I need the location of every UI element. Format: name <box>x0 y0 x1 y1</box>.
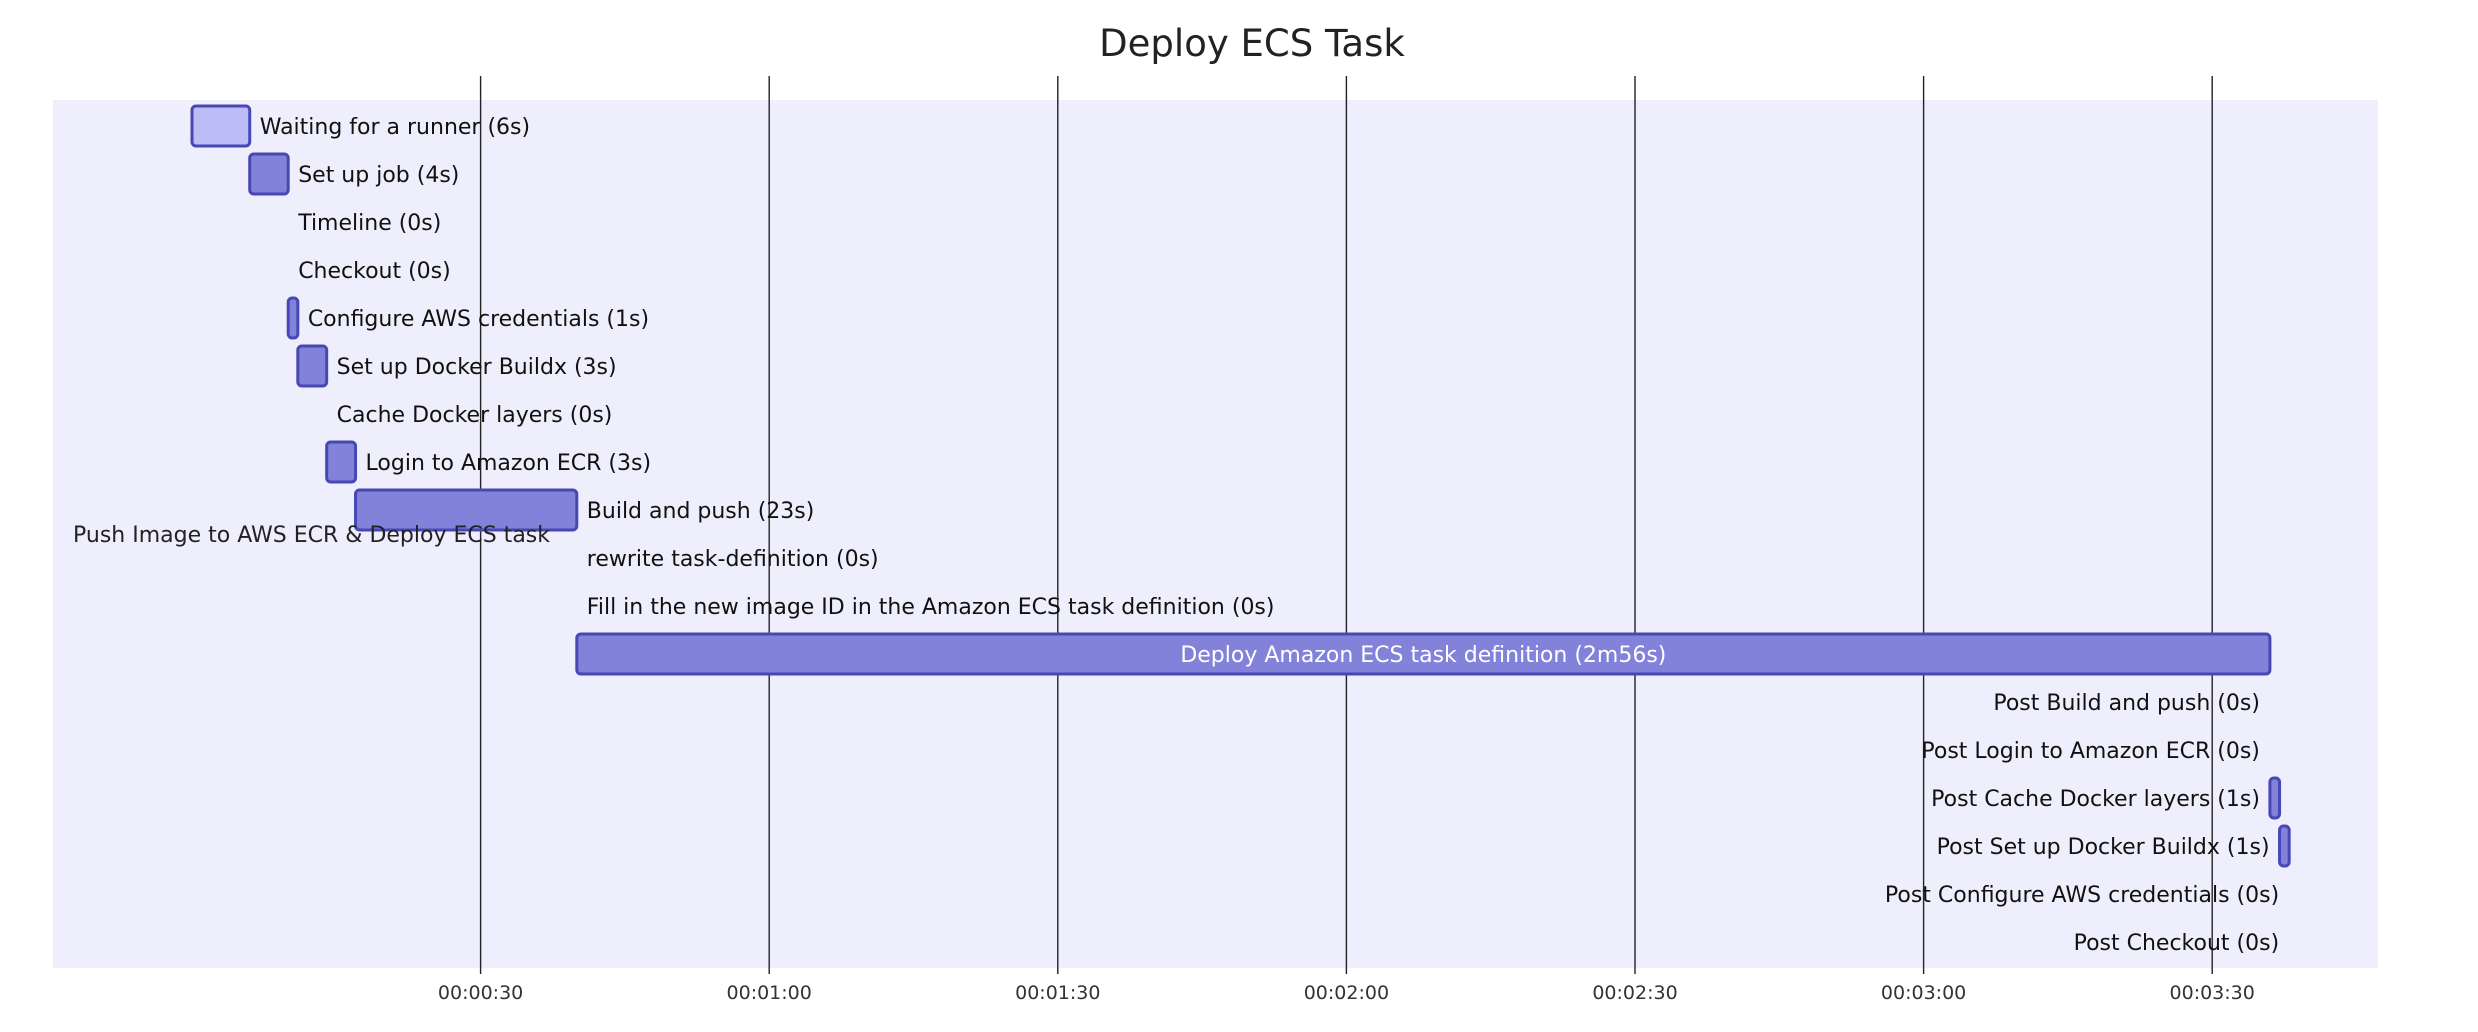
task-bar <box>575 632 2272 676</box>
task-label: Post Login to Amazon ECR (0s) <box>1921 739 2260 764</box>
task-label: Cache Docker layers (0s) <box>337 403 613 428</box>
task-label: Fill in the new image ID in the Amazon E… <box>587 595 1275 620</box>
task-labels: Waiting for a runner (6s) Set up job (4s)… <box>260 115 2279 956</box>
task-label: Checkout (0s) <box>298 259 451 284</box>
task-label: Post Checkout (0s) <box>2074 931 2280 956</box>
task-label: Configure AWS credentials (1s) <box>308 307 649 332</box>
task-label: Set up Docker Buildx (3s) <box>337 355 617 380</box>
task-label: Post Set up Docker Buildx (1s) <box>1937 835 2270 860</box>
task-label: rewrite task-definition (0s) <box>587 547 879 572</box>
task-bar <box>190 104 252 148</box>
task-label: Deploy Amazon ECS task definition (2m56s… <box>1180 643 1666 668</box>
tick-label: 00:00:30 <box>438 982 523 1004</box>
task-bars <box>190 104 2291 868</box>
tick-label: 00:01:30 <box>1015 982 1100 1004</box>
tick-label: 00:02:30 <box>1592 982 1677 1004</box>
tick-label: 00:03:30 <box>2170 982 2255 1004</box>
time-axis: 00:00:30 00:01:00 00:01:30 00:02:00 00:02:30… <box>438 982 2255 1004</box>
task-label: Post Build and push (0s) <box>1993 691 2260 716</box>
task-bar <box>2268 776 2282 820</box>
task-bar <box>248 152 290 196</box>
tick-label: 00:02:00 <box>1304 982 1389 1004</box>
time-grid <box>479 76 2213 974</box>
task-label: Post Cache Docker layers (1s) <box>1931 787 2260 812</box>
section-background <box>53 100 2378 968</box>
task-label: Post Configure AWS credentials (0s) <box>1885 883 2279 908</box>
task-label: Login to Amazon ECR (3s) <box>366 451 652 476</box>
task-bar <box>286 296 300 340</box>
task-label: Waiting for a runner (6s) <box>260 115 530 140</box>
task-bar <box>2278 824 2291 868</box>
task-label: Set up job (4s) <box>298 163 459 188</box>
task-label: Timeline (0s) <box>297 211 441 236</box>
chart-title: Deploy ECS Task <box>1099 22 1405 65</box>
task-bar <box>325 440 358 484</box>
task-label: Build and push (23s) <box>587 499 815 524</box>
section-label: Push Image to AWS ECR & Deploy ECS task <box>73 523 550 548</box>
tick-label: 00:03:00 <box>1881 982 1966 1004</box>
task-bar <box>296 344 329 388</box>
task-bar <box>354 488 579 532</box>
tick-label: 00:01:00 <box>727 982 812 1004</box>
